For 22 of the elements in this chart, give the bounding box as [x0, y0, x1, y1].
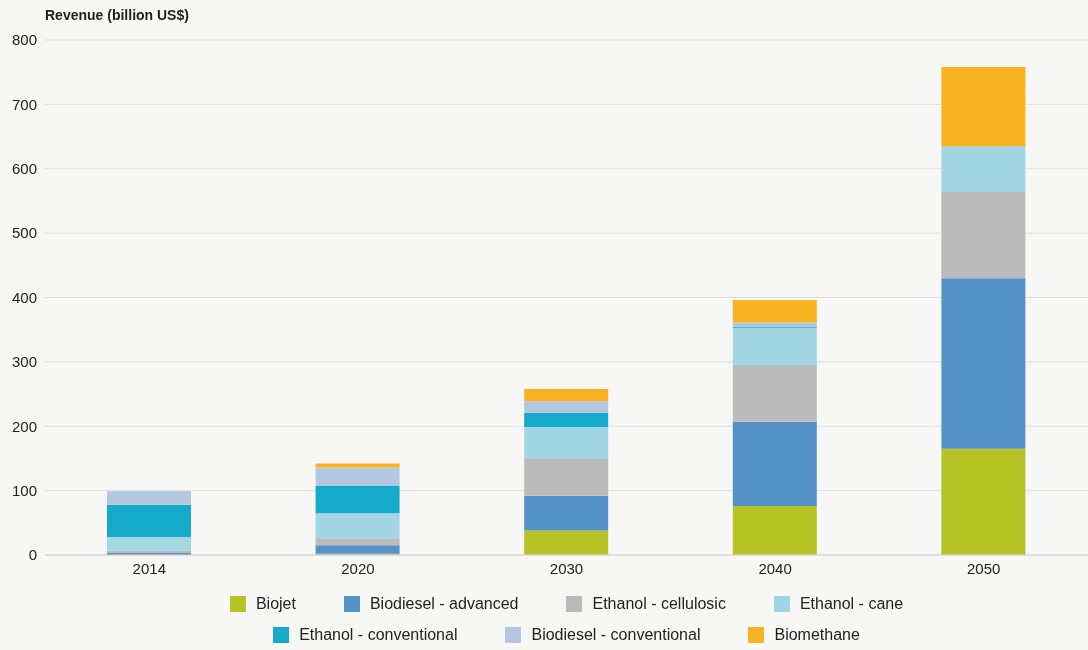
y-tick-label: 800 [11, 31, 37, 49]
x-tick-label: 2030 [549, 559, 584, 577]
legend-label: Ethanol - cellulosic [592, 594, 726, 613]
x-tick-label: 2020 [341, 559, 375, 577]
x-tick-label: 2040 [758, 559, 792, 577]
x-tick-label: 2050 [967, 559, 1001, 577]
legend-label: Ethanol - conventional [299, 625, 458, 644]
y-tick-label: 300 [11, 353, 37, 371]
legend-label: Biodiesel - advanced [369, 594, 519, 613]
legend-label: Ethanol - cane [799, 594, 904, 613]
y-tick-label: 400 [11, 288, 37, 306]
y-tick-label: 600 [11, 160, 37, 178]
y-tick-label: 700 [11, 95, 37, 113]
x-tick-label: 2014 [132, 559, 166, 577]
y-tick-label: 0 [28, 546, 37, 564]
y-axis-title: Revenue (billion US$) [45, 7, 189, 23]
y-tick-label: 200 [11, 417, 37, 435]
legend-label: Biomethane [774, 625, 860, 644]
legend-label: Biojet [255, 594, 296, 613]
legend-label: Biodiesel - conventional [531, 625, 701, 644]
y-tick-label: 100 [11, 481, 37, 499]
y-tick-label: 500 [11, 224, 37, 242]
